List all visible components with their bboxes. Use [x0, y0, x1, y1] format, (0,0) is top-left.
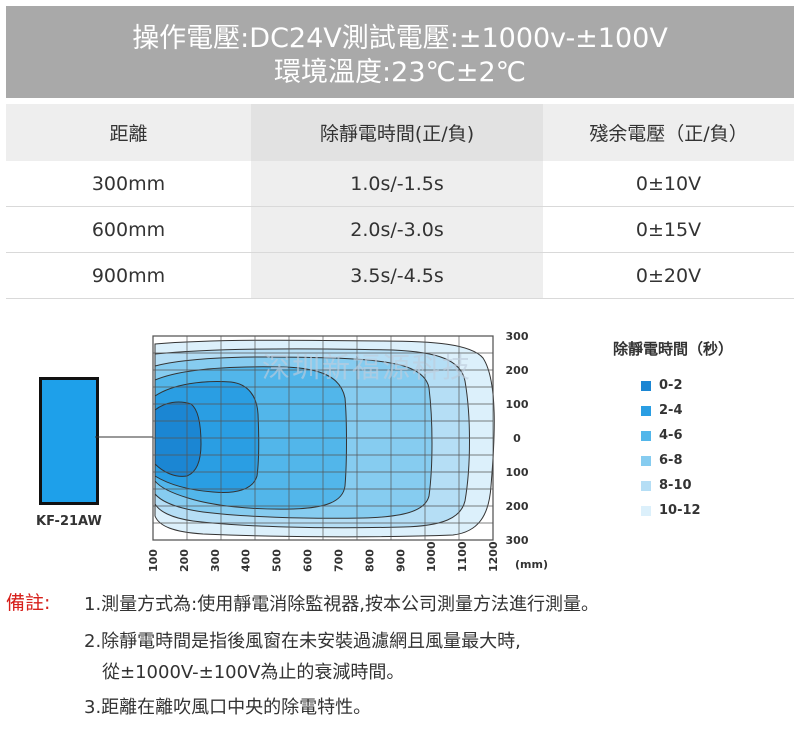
header-voltage-line: 操作電壓:DC24V測試電壓:±1000v-±100V: [132, 23, 668, 54]
table-row: 900mm 3.5s/-4.5s 0±20V: [6, 252, 794, 299]
cell-distance: 900mm: [6, 252, 251, 299]
note-item: 1.測量方式為:使用靜電消除監視器,按本公司測量方法進行測量。: [84, 594, 599, 615]
y-tick-label: 200: [506, 500, 529, 513]
legend-title: 除靜電時間（秒）: [613, 340, 734, 358]
y-tick-label: 100: [506, 398, 529, 411]
x-axis-ticks: 100 200 300 400 500 600 700 800 900 1000 1100 1200: [147, 541, 500, 572]
note-item: 從±1000V-±100V為止的衰減時間。: [102, 662, 405, 683]
x-tick-label: 100: [147, 549, 160, 572]
y-tick-label: 300: [506, 534, 529, 547]
legend-swatch: [641, 431, 651, 441]
cell-residual-voltage: 0±20V: [543, 252, 794, 299]
notes-title: 備註:: [6, 592, 51, 614]
watermark: 深圳新福源科技: [262, 351, 473, 384]
table-row: 300mm 1.0s/-1.5s 0±10V: [6, 161, 794, 207]
col-header-discharge-time: 除靜電時間(正/負): [251, 104, 543, 161]
legend-label: 8-10: [659, 478, 692, 493]
y-tick-label: 200: [506, 364, 529, 377]
cell-discharge-time: 3.5s/-4.5s: [251, 252, 543, 299]
zone-0-2: [154, 401, 202, 477]
x-tick-label: 1200: [487, 541, 500, 572]
table-row: 600mm 2.0s/-3.0s 0±15V: [6, 206, 794, 253]
cell-residual-voltage: 0±15V: [543, 206, 794, 253]
cell-discharge-time: 1.0s/-1.5s: [251, 161, 543, 207]
x-tick-label: 500: [271, 549, 284, 572]
x-axis-unit: (mm): [515, 558, 548, 571]
legend-label: 4-6: [659, 428, 683, 443]
ionizer-device: [39, 377, 99, 505]
cell-distance: 600mm: [6, 206, 251, 253]
y-tick-label: 100: [506, 466, 529, 479]
x-tick-label: 1000: [425, 541, 438, 572]
legend-swatch: [641, 481, 651, 491]
discharge-time-chart: 100 200 300 400 500 600 700 800 900 1000 1100 1200 …: [95, 330, 548, 572]
x-tick-label: 300: [209, 549, 222, 572]
y-axis-ticks: 300 200 100 0 100 200 300: [506, 330, 529, 547]
legend-label: 6-8: [659, 453, 683, 468]
x-tick-label: 200: [178, 549, 191, 572]
spec-header: 操作電壓:DC24V測試電壓:±1000v-±100V 環境溫度:23℃±2℃: [6, 6, 794, 98]
legend-swatch: [641, 506, 651, 516]
legend-swatch: [641, 406, 651, 416]
legend-label: 2-4: [659, 403, 683, 418]
y-tick-label: 0: [513, 432, 521, 445]
cell-distance: 300mm: [6, 161, 251, 207]
x-tick-label: 600: [302, 549, 315, 572]
legend-swatch: [641, 381, 651, 391]
note-item: 2.除靜電時間是指後風窗在未安裝過濾網且風量最大時,: [84, 631, 521, 652]
note-item: 3.距離在離吹風口中央的除電特性。: [84, 697, 372, 718]
device-model-label: KF-21AW: [36, 514, 102, 529]
col-header-distance: 距離: [6, 104, 251, 161]
table-header-row: 距離 除靜電時間(正/負) 殘余電壓（正/負）: [6, 104, 794, 161]
x-tick-label: 400: [240, 549, 253, 572]
col-header-residual-voltage: 殘余電壓（正/負）: [543, 104, 794, 161]
plot-area: [152, 335, 495, 541]
chart-grid: [152, 335, 494, 541]
legend-label: 0-2: [659, 378, 683, 393]
x-tick-label: 900: [394, 549, 407, 572]
x-tick-label: 1100: [456, 541, 469, 572]
cell-residual-voltage: 0±10V: [543, 161, 794, 207]
x-tick-label: 800: [363, 549, 376, 572]
x-tick-label: 700: [332, 549, 345, 572]
header-environment-line: 環境溫度:23℃±2℃: [274, 57, 526, 88]
spec-table: 距離 除靜電時間(正/負) 殘余電壓（正/負） 300mm 1.0s/-1.5s…: [6, 104, 794, 299]
legend-swatch: [641, 456, 651, 466]
cell-discharge-time: 2.0s/-3.0s: [251, 206, 543, 253]
legend-label: 10-12: [659, 503, 701, 518]
y-tick-label: 300: [506, 330, 529, 343]
